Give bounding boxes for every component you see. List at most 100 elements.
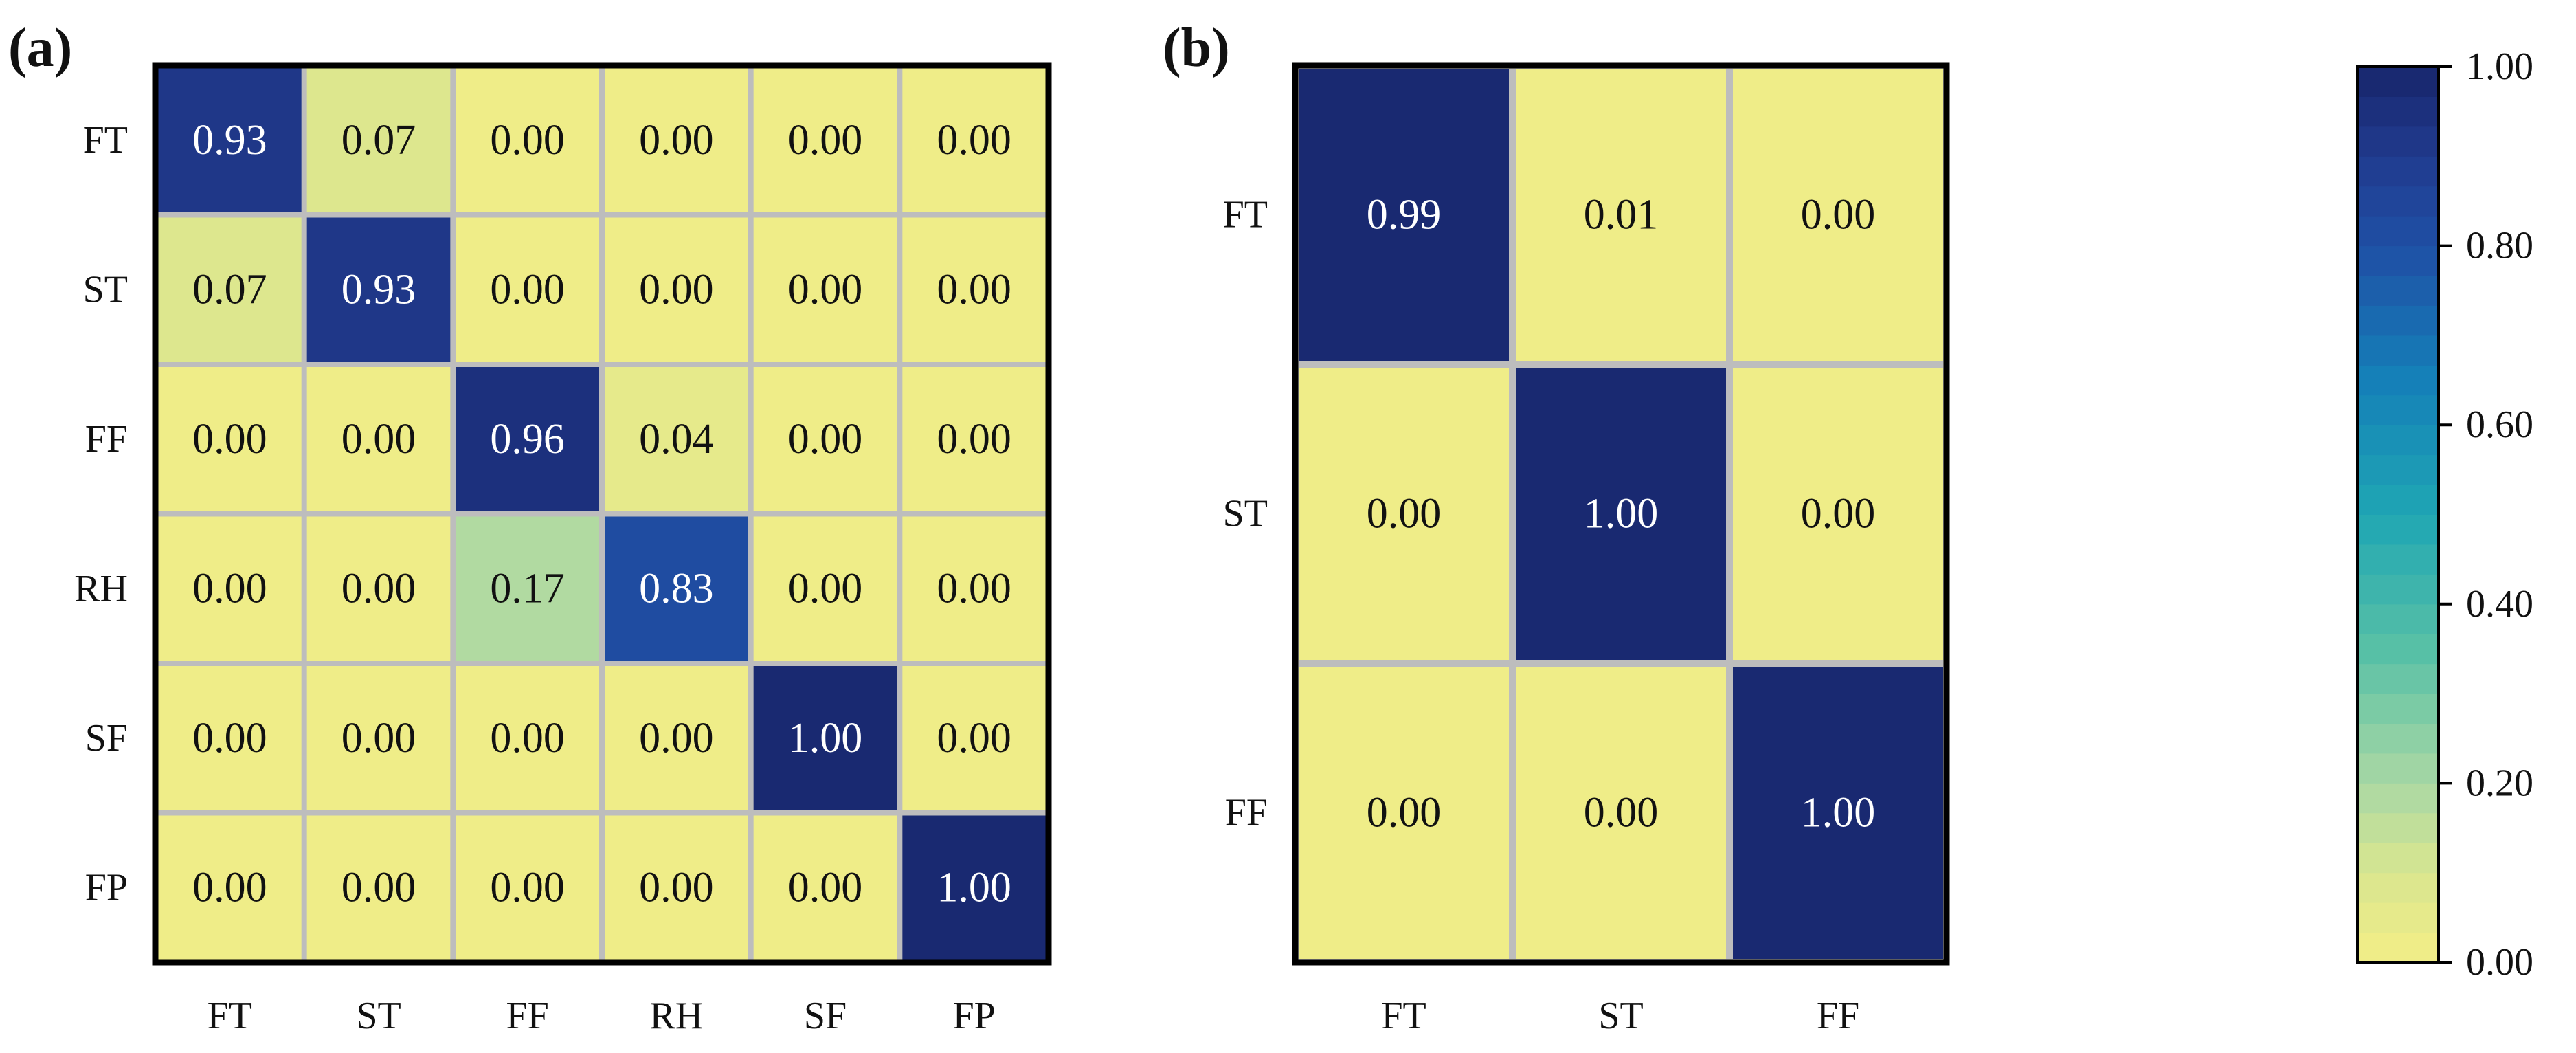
heatmap-cell — [753, 516, 897, 661]
heatmap-cell — [605, 815, 748, 960]
cell-value-label: 0.00 — [192, 864, 267, 911]
x-tick-label: FP — [953, 995, 996, 1037]
colorbar-segment — [2357, 693, 2439, 724]
colorbar-segment — [2357, 514, 2439, 545]
cell-value-label: 0.00 — [1801, 192, 1876, 239]
cell-value-label: 0.00 — [341, 565, 416, 612]
heatmap-cell — [1733, 368, 1943, 660]
cell-value-label: 0.00 — [639, 266, 714, 313]
colorbar-segment — [2357, 364, 2439, 396]
colorbar-tick-label: 0.20 — [2466, 762, 2533, 804]
cell-value-label: 1.00 — [1801, 790, 1876, 836]
colorbar-segment — [2357, 544, 2439, 575]
cell-value-label: 0.00 — [1367, 491, 1442, 537]
colorbar-segment — [2357, 573, 2439, 605]
y-tick-label: FT — [1223, 194, 1268, 236]
heatmap-a-background — [155, 65, 1049, 962]
cell-value-label: 0.00 — [490, 715, 565, 762]
colorbar-segment — [2357, 902, 2439, 933]
colorbar-segment — [2357, 245, 2439, 276]
heatmap-cell — [902, 68, 1046, 212]
cell-value-label: 1.00 — [1584, 491, 1659, 537]
y-tick-label: FP — [85, 866, 128, 909]
cell-value-label: 0.99 — [1367, 192, 1442, 239]
colorbar-tick-label: 0.80 — [2466, 225, 2533, 267]
colorbar-segment — [2357, 395, 2439, 425]
panel-label: (b) — [1163, 18, 1230, 78]
cell-value-label: 0.00 — [341, 416, 416, 463]
colorbar-segment — [2357, 782, 2439, 814]
heatmap-cell — [158, 217, 302, 362]
heatmap-cell — [902, 367, 1046, 511]
heatmap-cell — [605, 516, 748, 661]
colorbar-segment — [2357, 812, 2439, 843]
colorbar-segment — [2357, 723, 2439, 754]
heatmap-frame — [1292, 62, 1950, 966]
colorbar-segment — [2357, 304, 2439, 336]
heatmap-cell — [456, 68, 599, 212]
heatmap-cell — [605, 666, 748, 810]
colorbar-tick-label: 1.00 — [2466, 45, 2533, 88]
heatmap-cell — [753, 68, 897, 212]
cell-value-label: 1.00 — [937, 864, 1011, 911]
panel-label: (a) — [8, 18, 72, 78]
heatmap-cell — [158, 516, 302, 661]
y-tick-label: SF — [85, 717, 128, 760]
cell-value-label: 0.07 — [192, 266, 267, 313]
cell-value-label: 0.00 — [639, 715, 714, 762]
heatmap-cell — [902, 217, 1046, 362]
cell-value-label: 0.00 — [788, 565, 863, 612]
cell-value-label: 0.93 — [341, 266, 416, 313]
heatmap-cell — [1733, 667, 1943, 959]
heatmap-cell — [456, 217, 599, 362]
heatmap-cell — [306, 367, 451, 511]
y-tick-label: FF — [1225, 792, 1268, 834]
colorbar-tick-label: 0.40 — [2466, 583, 2533, 625]
colorbar-tick-label: 0.60 — [2466, 403, 2533, 446]
colorbar-segment — [2357, 424, 2439, 456]
heatmap-cell — [158, 367, 302, 511]
cell-value-label: 0.00 — [788, 864, 863, 911]
heatmap-cell — [1299, 368, 1509, 660]
heatmap-cell — [1516, 368, 1726, 660]
colorbar-segment — [2357, 932, 2439, 963]
y-tick-label: ST — [1223, 493, 1268, 535]
heatmap-cell — [902, 666, 1046, 810]
heatmap-cell — [605, 367, 748, 511]
heatmap-cell — [1516, 667, 1726, 959]
colorbar-segment — [2357, 335, 2439, 366]
y-tick-label: FT — [83, 119, 128, 162]
x-tick-label: SF — [804, 995, 847, 1037]
heatmap-cell — [605, 68, 748, 212]
colorbar-frame — [2356, 65, 2440, 964]
cell-value-label: 0.00 — [937, 565, 1011, 612]
x-tick-label: FT — [1381, 995, 1426, 1037]
cell-value-label: 1.00 — [788, 715, 863, 762]
heatmap-cell — [902, 815, 1046, 960]
cell-value-label: 0.00 — [490, 864, 565, 911]
heatmap-cell — [306, 516, 451, 661]
cell-value-label: 0.00 — [490, 266, 565, 313]
x-tick-label: FT — [208, 995, 252, 1037]
cell-value-label: 0.00 — [192, 565, 267, 612]
heatmap-cell — [158, 68, 302, 212]
colorbar-segment — [2357, 753, 2439, 784]
heatmap-cell — [1733, 69, 1943, 361]
heatmap-cell — [456, 666, 599, 810]
cell-value-label: 0.00 — [937, 266, 1011, 313]
colorbar-segment — [2357, 454, 2439, 485]
heatmap-cell — [1299, 69, 1509, 361]
heatmap-cell — [306, 666, 451, 810]
colorbar-segment — [2357, 633, 2439, 665]
cell-value-label: 0.00 — [639, 864, 714, 911]
cell-value-label: 0.00 — [1584, 790, 1659, 836]
colorbar-segment — [2357, 663, 2439, 694]
x-tick-label: FF — [1817, 995, 1859, 1037]
cell-value-label: 0.00 — [1801, 491, 1876, 537]
heatmap-cell — [456, 815, 599, 960]
y-tick-label: RH — [74, 567, 128, 610]
cell-value-label: 0.00 — [937, 117, 1011, 164]
cell-value-label: 0.00 — [490, 117, 565, 164]
cell-value-label: 0.04 — [639, 416, 714, 463]
